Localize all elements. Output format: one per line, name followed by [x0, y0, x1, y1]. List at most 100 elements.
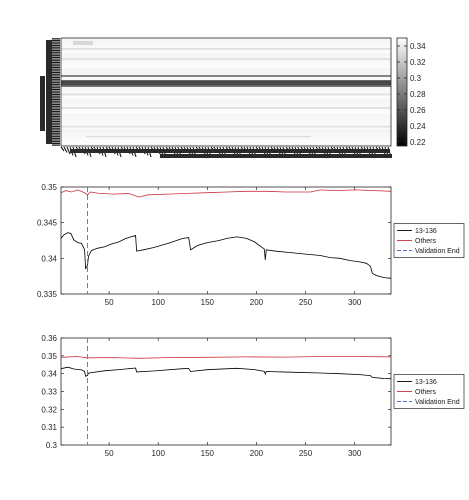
series-others-line — [60, 356, 392, 359]
heatmap-row — [61, 75, 391, 78]
y-tick-label: 0.35 — [41, 183, 57, 192]
x-tick-label: 50 — [105, 298, 114, 307]
heatmap-row — [61, 134, 391, 137]
y-tick-label: 0.335 — [37, 290, 58, 299]
heatmap-row-label-block — [40, 76, 45, 131]
heatmap-row — [61, 53, 391, 56]
heatmap-row — [61, 102, 391, 105]
series-13-136-line — [60, 232, 392, 279]
legend-label: 13-136 — [415, 228, 437, 235]
heatmap-row — [61, 98, 391, 101]
y-tick-label: 0.34 — [41, 254, 57, 263]
heatmap-row — [61, 65, 391, 67]
heatmap-row — [61, 86, 391, 89]
heatmap-row — [61, 90, 391, 93]
legend-label: Others — [415, 238, 437, 245]
heatmap-row — [61, 140, 391, 143]
heatmap-frame — [60, 37, 392, 147]
heatmap-row — [61, 130, 391, 133]
heatmap-cells — [61, 38, 391, 147]
heatmap-row — [61, 120, 391, 123]
legend-label: Validation End — [415, 248, 460, 255]
y-tick-label: 0.33 — [41, 388, 57, 397]
colorbar-tick-label: 0.22 — [410, 138, 426, 147]
heatmap-row — [61, 129, 391, 132]
heatmap-row — [61, 44, 391, 47]
y-tick-label: 0.36 — [41, 334, 57, 343]
heatmap-row — [61, 78, 391, 81]
y-tick-label: 0.31 — [41, 423, 57, 432]
heatmap-row — [61, 132, 391, 135]
heatmap-row — [61, 105, 391, 108]
heatmap-row — [61, 66, 391, 69]
colorbar-tick-label: 0.24 — [410, 122, 426, 131]
colorbar — [396, 37, 408, 147]
heatmap-row — [61, 117, 391, 120]
colorbar-tick-label: 0.28 — [410, 90, 426, 99]
colorbar-tick-label: 0.34 — [410, 42, 426, 51]
heatmap-row — [61, 48, 391, 51]
legend-label: Validation End — [415, 399, 460, 406]
heatmap-row — [86, 136, 311, 138]
heatmap-row — [61, 93, 391, 96]
heatmap-row — [61, 103, 391, 106]
heatmap-row — [61, 97, 391, 99]
heatmap-row — [61, 107, 391, 110]
heatmap-row — [61, 108, 391, 111]
heatmap-row-label-block — [46, 40, 52, 144]
heatmap-row — [61, 63, 391, 66]
heatmap-row — [61, 56, 391, 59]
heatmap-row — [61, 71, 391, 74]
heatmap-panel: 0.34 0.32 0.3 0.28 0.26 0.24 0.22 — [40, 37, 426, 158]
heatmap-row — [61, 85, 391, 88]
heatmap-row — [61, 124, 391, 126]
legend-label: Others — [415, 389, 437, 396]
heatmap-row — [61, 92, 391, 94]
heatmap-col-label — [63, 146, 68, 153]
plot-area — [60, 186, 392, 295]
heatmap-row — [61, 115, 391, 118]
heatmap-row — [61, 83, 391, 86]
heatmap-col-label — [60, 146, 65, 152]
heatmap-row — [61, 127, 391, 130]
x-tick-label: 300 — [348, 449, 362, 458]
legend: 13-136 Others Validation End — [393, 223, 465, 258]
heatmap-row — [61, 119, 391, 121]
legend: 13-136 Others Validation End — [393, 374, 465, 409]
heatmap-row — [61, 38, 391, 40]
y-tick-label: 0.32 — [41, 405, 57, 414]
heatmap-row — [61, 39, 391, 42]
colorbar-tick-label: 0.3 — [410, 74, 422, 83]
colorbar-tick-label: 0.32 — [410, 58, 426, 67]
heatmap-cell-block — [73, 41, 93, 45]
x-tick-label: 200 — [250, 449, 264, 458]
x-tick-label: 150 — [201, 298, 215, 307]
heatmap-row — [61, 41, 391, 44]
heatmap-row — [61, 137, 391, 140]
heatmap-row — [61, 51, 391, 54]
heatmap-row — [61, 88, 391, 91]
y-tick-label: 0.3 — [46, 441, 58, 450]
y-tick-label: 0.34 — [41, 370, 57, 379]
heatmap-row — [61, 81, 391, 84]
colorbar-tick-label: 0.26 — [410, 106, 426, 115]
heatmap-col-labels — [60, 146, 392, 158]
x-tick-label: 250 — [299, 298, 313, 307]
heatmap-row — [61, 76, 391, 79]
heatmap-row — [61, 95, 391, 98]
heatmap-col-label-block — [160, 154, 392, 158]
x-tick-label: 50 — [105, 449, 114, 458]
heatmap-row — [61, 139, 391, 142]
heatmap-row — [61, 43, 391, 45]
heatmap-row-labels — [40, 38, 60, 146]
heatmap-row — [61, 73, 391, 76]
x-tick-label: 300 — [348, 298, 362, 307]
x-tick-label: 200 — [250, 298, 264, 307]
heatmap-col-label-block — [70, 149, 390, 153]
x-tick-label: 250 — [299, 449, 313, 458]
heatmap-row — [61, 70, 391, 72]
series-others-line — [60, 189, 392, 198]
heatmap-row — [61, 113, 391, 116]
plot-area — [60, 337, 392, 446]
